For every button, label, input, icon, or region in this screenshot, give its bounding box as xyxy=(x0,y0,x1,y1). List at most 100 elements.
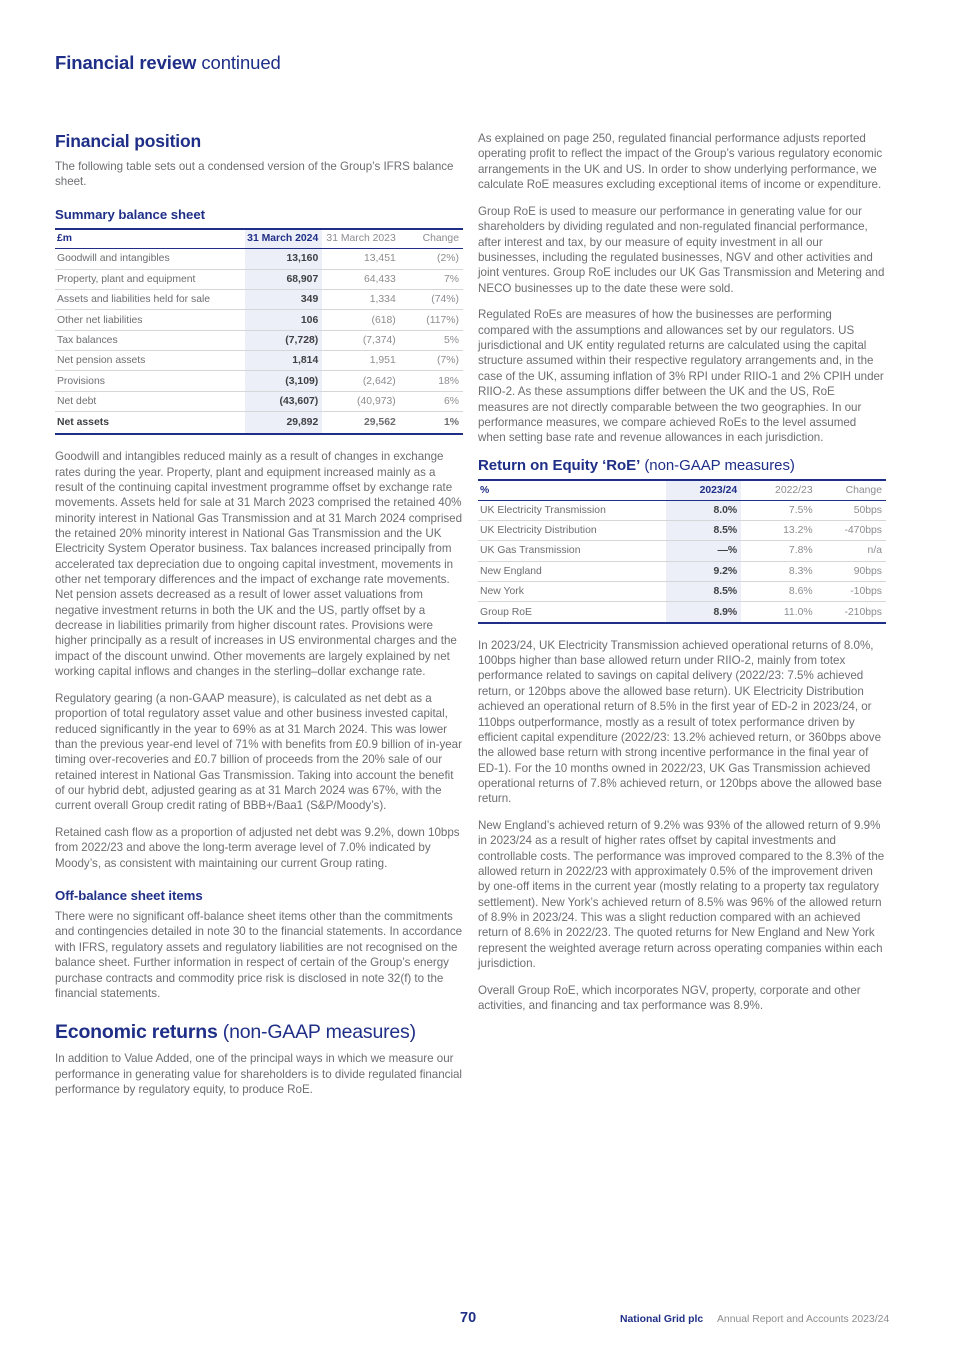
summary-balance-sheet-heading: Summary balance sheet xyxy=(55,206,205,222)
left-column: Financial position The following table s… xyxy=(55,131,463,1109)
row-value-change: 90bps xyxy=(816,561,886,583)
row-value-2024: 349 xyxy=(244,289,323,311)
row-value-prior: 8.3% xyxy=(741,561,817,583)
row-value-change: (74%) xyxy=(399,289,463,311)
row-label: New England xyxy=(478,561,666,583)
row-value-change: 18% xyxy=(399,370,463,392)
total-value-change: 1% xyxy=(399,411,463,436)
row-value-2024: (7,728) xyxy=(244,330,323,352)
roe-table: % 2023/24 2022/23 Change UK Electricity … xyxy=(478,479,886,624)
row-label: Property, plant and equipment xyxy=(55,269,245,290)
total-value-2023: 29,562 xyxy=(322,411,400,436)
row-value-2023: (618) xyxy=(322,309,400,331)
paragraph-overall-group-roe: Overall Group RoE, which incorporates NG… xyxy=(478,984,861,1013)
row-value-prior: 7.5% xyxy=(741,500,817,521)
table-row: Net pension assets 1,814 1,951 (7%) xyxy=(55,350,463,372)
roe-heading: Return on Equity ‘RoE’ (non-GAAP measure… xyxy=(478,457,886,474)
table-row: Group RoE 8.9% 11.0% -210bps xyxy=(478,601,886,624)
total-label: Net assets xyxy=(55,411,245,436)
row-value-2023: (40,973) xyxy=(322,391,400,413)
row-value-2024: (43,607) xyxy=(244,391,323,413)
row-label: Tax balances xyxy=(55,330,245,352)
paragraph-page250: As explained on page 250, regulated fina… xyxy=(478,132,883,192)
table-row: Tax balances (7,728) (7,374) 5% xyxy=(55,330,463,352)
column-header-2022-23: 2022/23 xyxy=(741,479,817,501)
paragraph-regulated-roes: Regulated RoEs are measures of how the b… xyxy=(478,308,884,445)
footer-brand: National Grid plc xyxy=(620,1314,704,1325)
row-value-change: 5% xyxy=(399,330,463,352)
table-row: UK Electricity Distribution 8.5% 13.2% -… xyxy=(478,520,886,542)
row-label: Net debt xyxy=(55,391,245,413)
row-value-2024: 13,160 xyxy=(244,248,323,270)
row-value-change: n/a xyxy=(816,540,886,562)
paragraph-gearing: Regulatory gearing (a non-GAAP measure),… xyxy=(55,691,462,813)
column-header-2023-24: 2023/24 xyxy=(665,479,742,501)
roe-heading-title: Return on Equity ‘RoE’ xyxy=(478,457,641,475)
row-value-prior: 8.6% xyxy=(741,581,817,603)
economic-returns-suffix: (non-GAAP measures) xyxy=(217,1021,416,1044)
page-number: 70 xyxy=(460,1310,477,1326)
financial-position-intro: The following table sets out a condensed… xyxy=(55,160,454,189)
row-value-2023: (2,642) xyxy=(322,370,400,392)
column-header-2024: 31 March 2024 xyxy=(244,227,323,250)
row-value-2023: 13,451 xyxy=(322,248,400,270)
row-label: Goodwill and intangibles xyxy=(55,248,245,270)
row-value-change: (7%) xyxy=(399,350,463,372)
row-value-current: 8.5% xyxy=(665,581,742,603)
running-header-suffix: continued xyxy=(196,52,281,73)
table-row: UK Electricity Transmission 8.0% 7.5% 50… xyxy=(478,500,886,521)
financial-position-heading: Financial position xyxy=(55,131,202,151)
row-label: Provisions xyxy=(55,370,245,392)
row-label: UK Electricity Transmission xyxy=(478,500,666,521)
row-value-prior: 11.0% xyxy=(741,601,817,624)
row-value-change: (117%) xyxy=(399,309,463,331)
row-value-change: (2%) xyxy=(399,248,463,270)
row-label: Group RoE xyxy=(478,601,666,624)
running-header-title: Financial review xyxy=(55,52,197,73)
table-row: New England 9.2% 8.3% 90bps xyxy=(478,561,886,583)
row-value-current: 8.9% xyxy=(665,601,742,624)
row-value-change: 50bps xyxy=(816,500,886,521)
row-value-2023: 1,951 xyxy=(322,350,400,372)
row-label: New York xyxy=(478,581,666,603)
table-row: Goodwill and intangibles 13,160 13,451 (… xyxy=(55,248,463,270)
row-label: UK Electricity Distribution xyxy=(478,520,666,542)
economic-returns-title: Economic returns xyxy=(55,1021,218,1044)
column-header-unit: % xyxy=(478,479,666,501)
running-header: Financial review continued xyxy=(55,52,281,74)
paragraph-us-returns: New England’s achieved return of 9.2% wa… xyxy=(478,819,885,971)
column-header-change: Change xyxy=(816,479,886,501)
row-value-2024: (3,109) xyxy=(244,370,323,392)
paragraph-off-balance: There were no significant off-balance sh… xyxy=(55,910,463,1000)
footer-document-name: Annual Report and Accounts 2023/24 xyxy=(717,1314,890,1325)
row-label: UK Gas Transmission xyxy=(478,540,666,562)
paragraph-economic-returns: In addition to Value Added, one of the p… xyxy=(55,1052,462,1096)
row-value-2024: 1,814 xyxy=(244,350,323,372)
column-header-unit: £m xyxy=(55,227,245,250)
table-row: UK Gas Transmission —% 7.8% n/a xyxy=(478,540,886,562)
paragraph-group-roe: Group RoE is used to measure our perform… xyxy=(478,204,885,295)
table-header-row: £m 31 March 2024 31 March 2023 Change xyxy=(55,227,463,250)
paragraph-retained-cash: Retained cash flow as a proportion of ad… xyxy=(55,826,460,870)
column-header-change: Change xyxy=(399,227,463,250)
row-value-2024: 68,907 xyxy=(244,269,323,290)
page-footer: 70 National Grid plc Annual Report and A… xyxy=(0,1310,965,1340)
total-value-2024: 29,892 xyxy=(244,411,323,436)
table-row: New York 8.5% 8.6% -10bps xyxy=(478,581,886,603)
row-value-change: 7% xyxy=(399,269,463,290)
column-header-2023: 31 March 2023 xyxy=(322,227,400,250)
right-column: As explained on page 250, regulated fina… xyxy=(478,131,886,1014)
row-label: Net pension assets xyxy=(55,350,245,372)
row-value-current: —% xyxy=(665,540,742,562)
economic-returns-heading: Economic returns (non-GAAP measures) xyxy=(55,1021,463,1044)
table-row: Assets and liabilities held for sale 349… xyxy=(55,289,463,311)
table-row: Other net liabilities 106 (618) (117%) xyxy=(55,309,463,331)
table-total-row: Net assets 29,892 29,562 1% xyxy=(55,411,463,436)
row-value-change: -470bps xyxy=(816,520,886,542)
paragraph-uk-returns: In 2023/24, UK Electricity Transmission … xyxy=(478,638,882,806)
table-row: Property, plant and equipment 68,907 64,… xyxy=(55,269,463,290)
row-value-prior: 7.8% xyxy=(741,540,817,562)
roe-heading-suffix: (non-GAAP measures) xyxy=(640,457,795,475)
row-value-current: 8.0% xyxy=(665,500,742,521)
